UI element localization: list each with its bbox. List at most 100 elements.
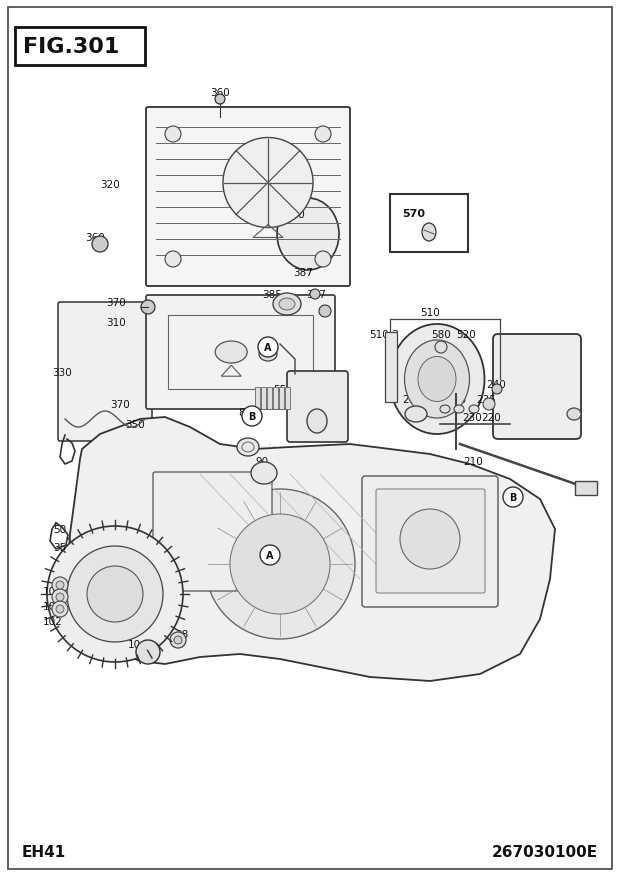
Circle shape (56, 605, 64, 613)
Text: 50: 50 (53, 524, 66, 534)
Text: 340: 340 (258, 350, 278, 360)
Circle shape (165, 252, 181, 267)
Text: 520: 520 (456, 330, 476, 339)
FancyBboxPatch shape (376, 489, 485, 594)
Text: B: B (249, 411, 255, 422)
Text: 387: 387 (293, 267, 313, 278)
Text: 100: 100 (43, 587, 63, 596)
Text: 550: 550 (273, 384, 293, 395)
Circle shape (435, 342, 447, 353)
Text: 580: 580 (431, 330, 451, 339)
Ellipse shape (277, 199, 339, 271)
Circle shape (165, 127, 181, 143)
Ellipse shape (454, 405, 464, 414)
FancyBboxPatch shape (58, 303, 152, 441)
Bar (267, 388, 272, 410)
Circle shape (56, 581, 64, 589)
Text: 440: 440 (285, 210, 305, 220)
Text: 570: 570 (402, 209, 425, 218)
Circle shape (215, 95, 225, 105)
Ellipse shape (251, 462, 277, 484)
Text: 330: 330 (52, 367, 72, 378)
Circle shape (67, 546, 163, 642)
Text: 10: 10 (128, 639, 141, 649)
Text: 240: 240 (486, 380, 506, 389)
Bar (261, 388, 266, 410)
Circle shape (319, 306, 331, 317)
Circle shape (230, 515, 330, 614)
Text: 387: 387 (306, 289, 326, 300)
Text: EH41: EH41 (22, 844, 66, 859)
FancyBboxPatch shape (493, 335, 581, 439)
Ellipse shape (389, 324, 484, 434)
Text: 220: 220 (481, 412, 501, 423)
FancyBboxPatch shape (153, 473, 272, 591)
Bar (390, 195, 468, 253)
Circle shape (56, 594, 64, 602)
Ellipse shape (237, 438, 259, 457)
FancyBboxPatch shape (362, 476, 498, 607)
Circle shape (87, 567, 143, 623)
Text: 230: 230 (462, 412, 482, 423)
Text: 350: 350 (125, 419, 145, 430)
Ellipse shape (259, 347, 277, 361)
Circle shape (400, 510, 460, 569)
Bar (15, 28, 145, 66)
Text: A: A (266, 551, 274, 560)
Circle shape (92, 237, 108, 253)
Circle shape (47, 526, 183, 662)
Text: 210: 210 (463, 457, 483, 467)
Polygon shape (68, 417, 555, 681)
FancyBboxPatch shape (287, 372, 348, 443)
Ellipse shape (418, 357, 456, 402)
Ellipse shape (215, 342, 247, 364)
Text: 540: 540 (285, 384, 305, 395)
Circle shape (258, 338, 278, 358)
Circle shape (136, 640, 160, 664)
Text: A: A (264, 343, 272, 353)
Circle shape (242, 407, 262, 426)
Text: 90: 90 (255, 457, 268, 467)
Bar (168, 316, 313, 389)
Ellipse shape (422, 224, 436, 242)
Text: 80: 80 (239, 408, 252, 417)
Text: 510-2: 510-2 (369, 330, 399, 339)
Bar (285, 388, 290, 410)
Ellipse shape (405, 407, 427, 423)
Text: 370: 370 (110, 400, 130, 410)
Bar (273, 388, 278, 410)
Text: eReplacementParts.com: eReplacementParts.com (238, 443, 382, 456)
Circle shape (503, 488, 523, 508)
Circle shape (315, 127, 331, 143)
Ellipse shape (279, 299, 295, 310)
Bar (575, 481, 597, 496)
Ellipse shape (469, 405, 479, 414)
Circle shape (174, 637, 182, 645)
Text: 360: 360 (210, 88, 230, 98)
Text: 235: 235 (476, 395, 496, 404)
Ellipse shape (273, 294, 301, 316)
Bar (255, 388, 260, 410)
Text: 38: 38 (175, 630, 188, 639)
Ellipse shape (307, 410, 327, 433)
Text: 360: 360 (85, 232, 105, 243)
Circle shape (52, 602, 68, 617)
Text: 267030100E: 267030100E (492, 844, 598, 859)
Text: 385: 385 (262, 289, 282, 300)
Ellipse shape (567, 409, 581, 420)
Text: 95: 95 (453, 395, 467, 404)
FancyBboxPatch shape (146, 296, 335, 410)
Circle shape (205, 489, 355, 639)
Text: 101: 101 (43, 602, 63, 611)
Circle shape (492, 384, 502, 395)
Circle shape (170, 632, 186, 648)
Bar (385, 332, 397, 403)
Circle shape (260, 545, 280, 566)
Text: 260: 260 (402, 395, 422, 404)
FancyBboxPatch shape (146, 108, 350, 287)
Circle shape (52, 589, 68, 605)
Text: 320: 320 (100, 180, 120, 189)
Text: FIG.301: FIG.301 (23, 37, 120, 57)
Circle shape (310, 289, 320, 300)
Circle shape (141, 301, 155, 315)
